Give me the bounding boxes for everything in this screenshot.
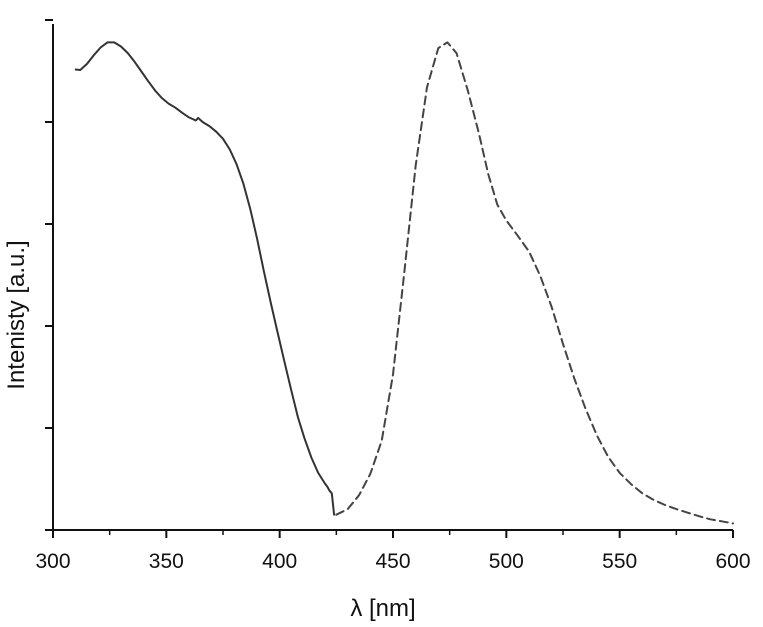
- x-axis-title: λ [nm]: [350, 595, 415, 622]
- y-axis-title: Intenisty [a.u.]: [3, 240, 30, 389]
- x-tick-label: 500: [489, 550, 524, 573]
- x-tick-label: 350: [149, 550, 184, 573]
- emission-line: [335, 41, 734, 525]
- x-tick-label: 300: [35, 550, 70, 573]
- x-ticks: 300 350 400 450 500 550 600: [35, 530, 751, 573]
- x-tick-label: 550: [602, 550, 637, 573]
- x-tick-label: 450: [375, 550, 410, 573]
- x-tick-label: 600: [715, 550, 750, 573]
- axes-layer: [52, 24, 733, 531]
- x-tick-label: 400: [262, 550, 297, 573]
- excitation-line: [74, 41, 336, 516]
- y-ticks: [45, 19, 53, 531]
- series-layer: [74, 41, 734, 525]
